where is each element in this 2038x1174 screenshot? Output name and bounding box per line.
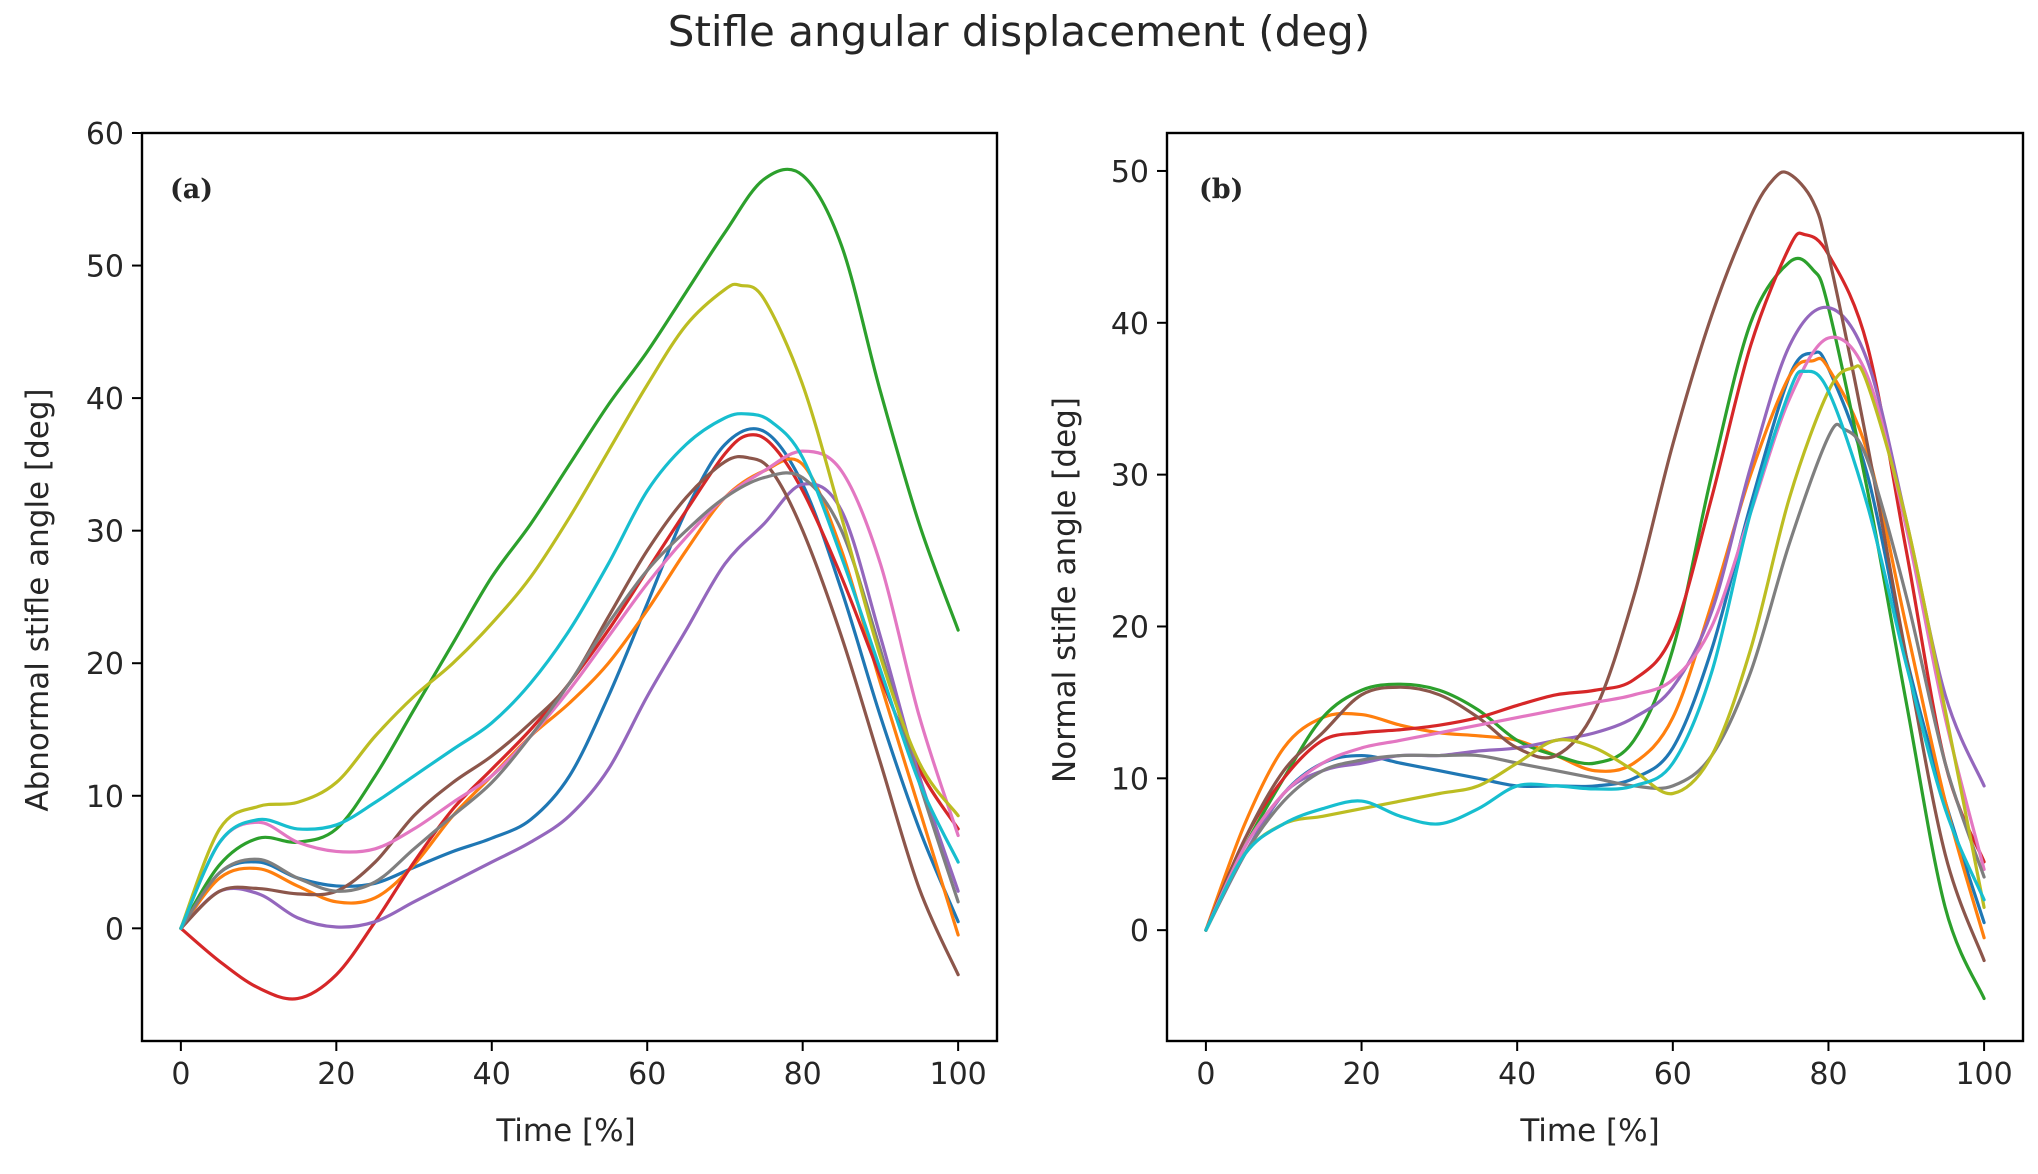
x-tick-label-b-80: 80 bbox=[1809, 1057, 1847, 1092]
series-line-a-3 bbox=[179, 167, 960, 930]
x-tick-label-a-100: 100 bbox=[930, 1057, 987, 1092]
plot-frame-b bbox=[1165, 131, 2025, 1043]
series-line-b-8 bbox=[1204, 422, 1986, 932]
series-group-a bbox=[179, 167, 960, 1001]
x-tick-label-a-40: 40 bbox=[473, 1057, 511, 1092]
x-tick-label-a-0: 0 bbox=[171, 1057, 190, 1092]
y-tick-label-a-40: 40 bbox=[86, 382, 124, 417]
series-line-a-9 bbox=[179, 282, 960, 930]
x-tick-label-b-100: 100 bbox=[1955, 1057, 2012, 1092]
y-tick-label-b-30: 30 bbox=[1111, 459, 1149, 494]
y-tick-label-b-20: 20 bbox=[1111, 610, 1149, 645]
series-line-a-6 bbox=[179, 454, 960, 977]
y-tick-label-a-20: 20 bbox=[86, 647, 124, 682]
x-tick-label-a-80: 80 bbox=[784, 1057, 822, 1092]
series-line-a-10 bbox=[179, 412, 960, 930]
chart-panel-b: (b) Time [%] Normal stifle angle [deg] 0… bbox=[1047, 131, 2025, 1149]
x-tick-label-a-60: 60 bbox=[628, 1057, 666, 1092]
series-line-b-9 bbox=[1204, 364, 1986, 932]
x-tick-label-b-20: 20 bbox=[1342, 1057, 1380, 1092]
y-tick-label-a-10: 10 bbox=[86, 780, 124, 815]
y-tick-label-a-60: 60 bbox=[86, 117, 124, 152]
y-tick-label-b-50: 50 bbox=[1111, 155, 1149, 190]
series-line-b-10 bbox=[1204, 369, 1986, 932]
figure-title: Stifle angular displacement (deg) bbox=[668, 7, 1370, 56]
x-axis-label-b: Time [%] bbox=[1519, 1113, 1659, 1149]
y-tick-label-a-30: 30 bbox=[86, 515, 124, 550]
series-line-a-4 bbox=[179, 433, 960, 1001]
x-tick-label-b-60: 60 bbox=[1654, 1057, 1692, 1092]
series-line-b-1 bbox=[1204, 350, 1986, 932]
panel-label-a: (a) bbox=[170, 174, 213, 205]
series-line-a-5 bbox=[179, 482, 960, 930]
x-axis-label-a: Time [%] bbox=[495, 1113, 635, 1149]
y-axis-label-a: Abnormal stifle angle [deg] bbox=[20, 388, 56, 811]
series-line-a-7 bbox=[179, 449, 960, 930]
series-line-b-5 bbox=[1204, 305, 1986, 932]
plot-frame-a bbox=[140, 131, 999, 1043]
chart-panel-a: (a) Time [%] Abnormal stifle angle [deg]… bbox=[20, 117, 999, 1149]
panel-label-b: (b) bbox=[1199, 174, 1243, 205]
series-line-a-1 bbox=[179, 427, 960, 930]
x-tick-label-b-0: 0 bbox=[1196, 1057, 1215, 1092]
y-tick-label-b-40: 40 bbox=[1111, 307, 1149, 342]
y-tick-label-b-10: 10 bbox=[1111, 762, 1149, 797]
x-tick-label-b-40: 40 bbox=[1498, 1057, 1536, 1092]
y-tick-label-b-0: 0 bbox=[1130, 914, 1149, 949]
y-axis-label-b: Normal stifle angle [deg] bbox=[1047, 397, 1083, 783]
series-group-b bbox=[1204, 170, 1986, 1001]
y-tick-label-a-0: 0 bbox=[105, 912, 124, 947]
x-tick-label-a-20: 20 bbox=[317, 1057, 355, 1092]
y-tick-label-a-50: 50 bbox=[86, 250, 124, 285]
